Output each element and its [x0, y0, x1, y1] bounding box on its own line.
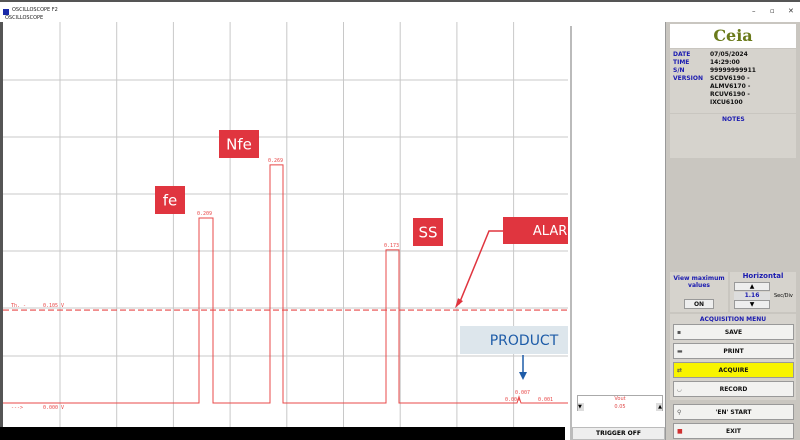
en-start-button[interactable]: ⚲ 'EN' START — [673, 404, 794, 420]
info-box: DATE 07/05/2024 TIME 14:29:00 S/N 99999999911… — [670, 49, 796, 113]
horizontal-value: 1.16 — [734, 292, 770, 300]
print-button[interactable]: ▬ PRINT — [673, 343, 794, 359]
search-icon: ⚲ — [677, 409, 682, 416]
maximize-button[interactable]: ▫ — [770, 7, 775, 15]
nfe-annotation: Nfe — [226, 135, 252, 153]
vout-down-button[interactable]: ▼ — [578, 404, 582, 410]
info-key: TIME — [673, 59, 690, 66]
close-button[interactable]: ✕ — [788, 7, 794, 15]
view-max-on-button[interactable]: ON — [684, 299, 714, 309]
notes-box[interactable]: NOTES — [670, 114, 796, 158]
product-annotation: PRODUCT — [490, 333, 559, 349]
peak-value-label: 0.001 — [538, 397, 553, 403]
view-max-label: View maximum values — [673, 275, 725, 289]
alarm-arrowhead — [455, 298, 463, 309]
side-panel: Ceia DATE 07/05/2024 TIME 14:29:00 S/N 999999… — [665, 22, 800, 440]
horizontal-label: Horizontal — [742, 272, 784, 280]
vout-value[interactable]: 0.05 — [583, 403, 657, 411]
record-icon: ◡ — [677, 386, 682, 393]
peak-value-label: 0.269 — [268, 158, 283, 164]
acquire-button[interactable]: ⇄ ACQUIRE — [673, 362, 794, 378]
info-value: IXCU6100 — [710, 99, 743, 106]
trigger-panel — [570, 26, 665, 440]
alarm-threshold-annotation-box — [503, 217, 568, 244]
save-button[interactable]: ▪ SAVE — [673, 324, 794, 340]
ss-annotation: SS — [418, 223, 437, 241]
acquisition-menu: ACQUISITION MENU ▪ SAVE ▬ PRINT ⇄ ACQUIRE ◡… — [670, 314, 796, 400]
notes-label: NOTES — [722, 116, 745, 123]
info-value: 99999999911 — [710, 67, 756, 74]
peak-value-label: 0.173 — [384, 243, 399, 249]
floppy-icon: ▪ — [677, 329, 682, 336]
peak-value-label: 0.007 — [515, 390, 530, 396]
alarm-arrow — [458, 230, 503, 305]
info-key: S/N — [673, 67, 685, 74]
threshold-value: 0.105 V — [43, 303, 64, 309]
info-value: SCDV6190 - — [710, 75, 750, 82]
view-max-panel: View maximum values ON — [670, 272, 728, 312]
peak-value-label: 0.209 — [197, 211, 212, 217]
baseline-label: ---> — [11, 405, 23, 411]
info-key: VERSION — [673, 75, 704, 82]
horizontal-unit: Sec/Div — [774, 293, 793, 299]
signal-trace — [3, 164, 568, 404]
exit-icon: ■ — [677, 428, 683, 435]
baseline-value: 0.000 V — [43, 405, 64, 411]
info-value: ALMV6170 - — [710, 83, 751, 90]
window-title: OSCILLOSCOPE F2 — [12, 7, 58, 13]
title-bar: OSCILLOSCOPE F2 OSCILLOSCOPE – ▫ ✕ — [0, 0, 800, 22]
info-key: DATE — [673, 51, 691, 58]
alarm-threshold-annotation: ALARM THRESHOLD — [533, 224, 568, 239]
app-icon — [3, 9, 9, 15]
info-value: 07/05/2024 — [710, 51, 748, 58]
record-button[interactable]: ◡ RECORD — [673, 381, 794, 397]
fe-annotation-box — [155, 186, 185, 214]
printer-icon: ▬ — [677, 348, 683, 355]
nfe-annotation-box — [219, 130, 259, 158]
vout-label: Vout — [614, 396, 626, 402]
refresh-icon: ⇄ — [677, 367, 683, 374]
threshold-label: Th. - — [11, 303, 26, 309]
fe-annotation: fe — [163, 191, 178, 209]
peak-value-label: 0.004 — [505, 397, 520, 403]
vout-up-button[interactable]: ▲ — [658, 404, 662, 410]
window-subtitle: OSCILLOSCOPE — [5, 15, 44, 21]
horizontal-down-button[interactable]: ▼ — [734, 300, 770, 309]
exit-button[interactable]: ■ EXIT — [673, 423, 794, 439]
acquisition-menu-title: ACQUISITION MENU — [699, 316, 767, 323]
info-value: RCUV6190 - — [710, 91, 750, 98]
product-annotation-box — [460, 326, 568, 354]
horizontal-panel: Horizontal ▲ 1.16 Sec/Div ▼ — [730, 272, 796, 312]
ceia-logo: Ceia — [670, 24, 796, 48]
status-bar — [0, 427, 565, 440]
ss-annotation-box — [413, 218, 443, 246]
product-arrowhead — [519, 372, 527, 380]
oscilloscope-display: Th. - 0.105 V ---> 0.000 V 0.209 0.269 0.173 0.… — [0, 22, 568, 427]
trigger-off-button[interactable]: TRIGGER OFF — [572, 427, 665, 440]
minimize-button[interactable]: – — [752, 7, 756, 15]
info-value: 14:29:00 — [710, 59, 740, 66]
vout-control: Vout ▼ 0.05 ▲ — [577, 395, 663, 411]
horizontal-up-button[interactable]: ▲ — [734, 282, 770, 291]
